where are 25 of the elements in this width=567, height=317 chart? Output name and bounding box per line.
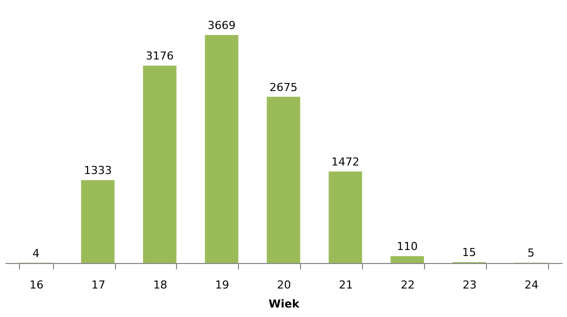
data-label: 3669	[208, 19, 236, 32]
data-label: 110	[396, 240, 418, 254]
data-label: 2675	[270, 80, 298, 94]
x-tick-label: 17	[91, 278, 106, 292]
bar	[390, 256, 424, 263]
x-tick-label: 20	[277, 278, 291, 292]
x-tick-label: 23	[462, 278, 477, 292]
x-tick-label: 21	[338, 278, 353, 292]
x-tick-label: 18	[153, 278, 168, 292]
data-label: 15	[462, 246, 476, 260]
bar	[266, 96, 300, 263]
bar	[328, 172, 362, 263]
x-tick-label: 19	[215, 278, 230, 292]
data-label: 1333	[84, 164, 112, 178]
x-tick-label: 22	[400, 278, 415, 292]
bar	[81, 180, 115, 263]
data-label: 3176	[146, 50, 174, 63]
data-label: 4	[32, 246, 40, 260]
data-label: 5	[528, 246, 535, 260]
x-axis-title: Wiek	[268, 298, 300, 310]
x-tick-label: 24	[524, 278, 539, 292]
bar	[143, 66, 176, 263]
x-tick-label: 16	[29, 278, 44, 292]
bar	[204, 35, 238, 263]
data-label: 1472	[331, 156, 360, 169]
